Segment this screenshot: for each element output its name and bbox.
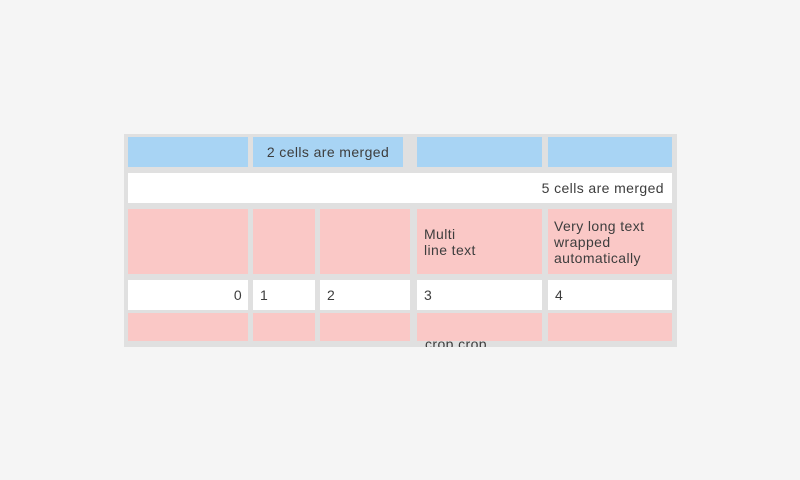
table-widget[interactable]: 2 cells are merged 5 cells are merged Mu… bbox=[124, 134, 677, 347]
number-cell-0[interactable]: 0 bbox=[128, 280, 248, 310]
header-merged-cell[interactable]: 2 cells are merged bbox=[253, 137, 403, 167]
header-cell-5[interactable] bbox=[548, 137, 672, 167]
number-cell-2[interactable]: 2 bbox=[320, 280, 410, 310]
header-cell-4[interactable] bbox=[417, 137, 542, 167]
crop-text: crop crop crop crop bbox=[425, 336, 487, 347]
pink-cell-r5c2[interactable] bbox=[253, 313, 315, 341]
number-cell-4[interactable]: 4 bbox=[548, 280, 672, 310]
pink-cell-r3c3[interactable] bbox=[320, 209, 410, 274]
pink-cell-r3c1[interactable] bbox=[128, 209, 248, 274]
crop-text-cell[interactable]: crop crop crop crop bbox=[417, 313, 542, 347]
number-cell-1[interactable]: 1 bbox=[253, 280, 315, 310]
pink-cell-r3c2[interactable] bbox=[253, 209, 315, 274]
number-cell-3[interactable]: 3 bbox=[417, 280, 542, 310]
pink-cell-r5c3[interactable] bbox=[320, 313, 410, 341]
wrapped-text-cell[interactable]: Very long text wrapped automatically bbox=[548, 209, 672, 274]
merged-five-cell[interactable]: 5 cells are merged bbox=[128, 173, 672, 203]
multi-line-cell[interactable]: Multi line text bbox=[417, 209, 542, 274]
pink-cell-r5c1[interactable] bbox=[128, 313, 248, 341]
header-cell-1[interactable] bbox=[128, 137, 248, 167]
pink-cell-r5c5[interactable] bbox=[548, 313, 672, 341]
